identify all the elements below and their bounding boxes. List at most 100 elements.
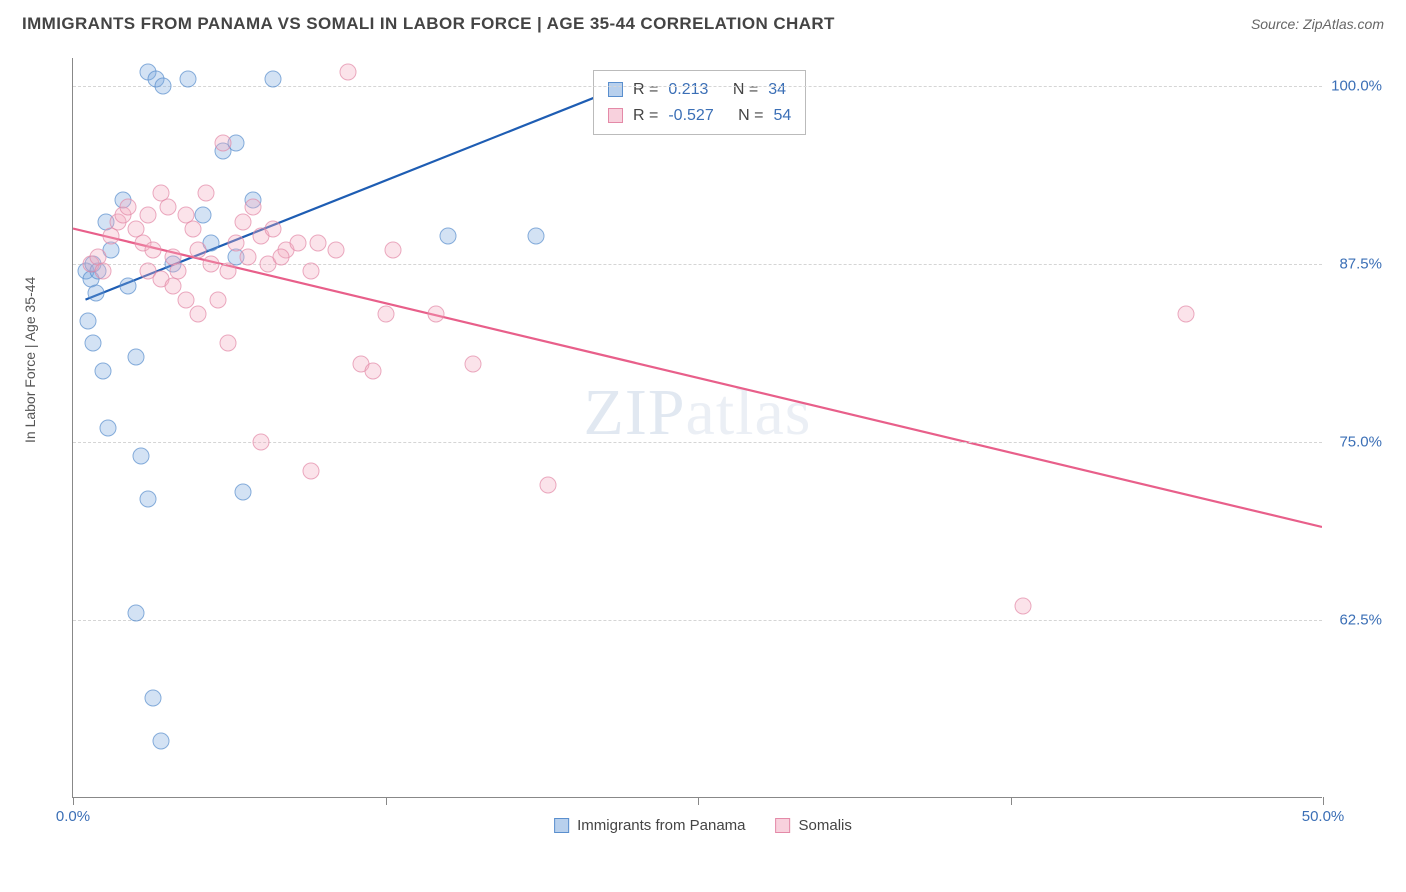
x-tick	[1323, 797, 1324, 805]
scatter-point-somali	[197, 185, 214, 202]
y-tick-label: 75.0%	[1339, 434, 1382, 451]
scatter-point-somali	[177, 291, 194, 308]
y-tick-label: 62.5%	[1339, 612, 1382, 629]
scatter-point-somali	[190, 306, 207, 323]
legend-label: Immigrants from Panama	[577, 817, 745, 834]
scatter-point-panama	[235, 484, 252, 501]
scatter-point-panama	[527, 227, 544, 244]
scatter-point-somali	[385, 242, 402, 259]
scatter-point-somali	[465, 355, 482, 372]
legend-swatch-pink	[608, 108, 623, 123]
scatter-point-panama	[132, 448, 149, 465]
scatter-point-panama	[120, 277, 137, 294]
scatter-point-panama	[80, 313, 97, 330]
scatter-point-somali	[340, 64, 357, 81]
scatter-point-panama	[180, 71, 197, 88]
scatter-point-somali	[310, 235, 327, 252]
scatter-point-panama	[152, 733, 169, 750]
scatter-point-somali	[95, 263, 112, 280]
scatter-point-somali	[140, 206, 157, 223]
legend-swatch-blue	[608, 82, 623, 97]
gridline-h	[73, 86, 1322, 87]
scatter-point-somali	[1015, 597, 1032, 614]
scatter-point-somali	[120, 199, 137, 216]
x-tick	[386, 797, 387, 805]
scatter-point-somali	[202, 256, 219, 273]
x-tick	[73, 797, 74, 805]
scatter-point-somali	[245, 199, 262, 216]
scatter-point-somali	[235, 213, 252, 230]
stat-n-value: 34	[768, 77, 786, 103]
source-label: Source:	[1251, 16, 1299, 32]
x-tick-label: 0.0%	[56, 808, 90, 825]
scatter-point-somali	[227, 235, 244, 252]
scatter-point-somali	[377, 306, 394, 323]
scatter-point-somali	[427, 306, 444, 323]
legend-stats-row: R = 0.213 N = 34	[608, 77, 791, 103]
stat-n-label: N =	[738, 103, 763, 129]
scatter-point-somali	[145, 242, 162, 259]
plot-area: ZIPatlas R = 0.213 N = 34 R = -0.527 N =…	[72, 58, 1322, 798]
scatter-point-panama	[140, 491, 157, 508]
source-name: ZipAtlas.com	[1303, 16, 1384, 32]
scatter-point-panama	[85, 334, 102, 351]
scatter-point-somali	[220, 263, 237, 280]
scatter-point-panama	[100, 420, 117, 437]
chart-title: IMMIGRANTS FROM PANAMA VS SOMALI IN LABO…	[22, 14, 835, 34]
scatter-point-somali	[220, 334, 237, 351]
y-tick-label: 100.0%	[1331, 78, 1382, 95]
stat-n-label: N =	[733, 77, 758, 103]
watermark-thin: atlas	[686, 376, 812, 449]
x-tick	[698, 797, 699, 805]
scatter-point-somali	[190, 242, 207, 259]
chart-header: IMMIGRANTS FROM PANAMA VS SOMALI IN LABO…	[0, 0, 1406, 44]
bottom-legend: Immigrants from Panama Somalis	[554, 817, 852, 834]
watermark-bold: ZIP	[584, 376, 686, 449]
source-attribution: Source: ZipAtlas.com	[1251, 16, 1384, 32]
scatter-point-somali	[365, 363, 382, 380]
legend-item: Somalis	[776, 817, 852, 834]
legend-swatch-pink	[776, 818, 791, 833]
stat-n-value: 54	[774, 103, 792, 129]
legend-swatch-blue	[554, 818, 569, 833]
trendline-somali	[73, 229, 1322, 527]
scatter-point-somali	[302, 462, 319, 479]
scatter-point-somali	[185, 220, 202, 237]
scatter-point-panama	[440, 227, 457, 244]
scatter-point-somali	[290, 235, 307, 252]
legend-stats-row: R = -0.527 N = 54	[608, 103, 791, 129]
watermark: ZIPatlas	[584, 375, 812, 451]
scatter-point-somali	[302, 263, 319, 280]
scatter-point-somali	[160, 199, 177, 216]
stat-r-value: 0.213	[668, 77, 708, 103]
scatter-point-panama	[127, 605, 144, 622]
scatter-point-somali	[327, 242, 344, 259]
scatter-point-somali	[165, 277, 182, 294]
scatter-point-somali	[210, 291, 227, 308]
scatter-point-somali	[240, 249, 257, 266]
legend-stats-box: R = 0.213 N = 34 R = -0.527 N = 54	[593, 70, 806, 135]
scatter-point-somali	[540, 476, 557, 493]
stat-r-label: R =	[633, 77, 658, 103]
scatter-point-somali	[265, 220, 282, 237]
y-axis-label: In Labor Force | Age 35-44	[22, 277, 38, 443]
stat-r-value: -0.527	[668, 103, 713, 129]
scatter-point-somali	[215, 135, 232, 152]
chart-container: In Labor Force | Age 35-44 ZIPatlas R = …	[22, 48, 1384, 838]
legend-item: Immigrants from Panama	[554, 817, 745, 834]
scatter-point-panama	[127, 348, 144, 365]
scatter-point-panama	[145, 690, 162, 707]
legend-label: Somalis	[799, 817, 852, 834]
scatter-point-panama	[265, 71, 282, 88]
scatter-point-somali	[252, 434, 269, 451]
stat-r-label: R =	[633, 103, 658, 129]
scatter-point-somali	[1177, 306, 1194, 323]
trendlines-svg	[73, 58, 1322, 797]
scatter-point-panama	[87, 284, 104, 301]
x-tick-label: 50.0%	[1302, 808, 1345, 825]
scatter-point-somali	[272, 249, 289, 266]
scatter-point-panama	[95, 363, 112, 380]
x-tick	[1011, 797, 1012, 805]
scatter-point-panama	[155, 78, 172, 95]
gridline-h	[73, 620, 1322, 621]
